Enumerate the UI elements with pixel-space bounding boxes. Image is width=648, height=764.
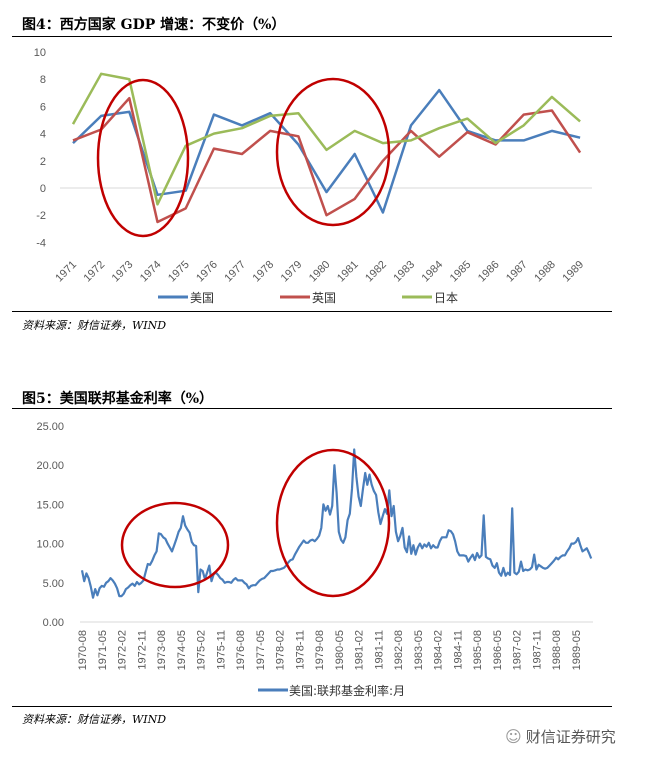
x-tick-label: 1982 (363, 259, 389, 285)
x-tick-label: 1971-05 (97, 630, 109, 670)
x-tick-label: 1981-02 (354, 630, 366, 670)
x-tick-label: 1986 (476, 259, 502, 285)
divider (12, 311, 612, 312)
legend-label: 英国 (312, 291, 336, 305)
figure4-source: 资料来源：财信证券，WIND (22, 319, 167, 332)
divider (12, 408, 612, 409)
x-tick-label: 1985-08 (472, 630, 484, 670)
x-tick-label: 1984 (420, 259, 446, 285)
y-tick-label: 5.00 (43, 578, 64, 590)
x-tick-label: 1985 (448, 259, 474, 285)
figure5-source: 资料来源：财信证券，WIND (22, 713, 167, 726)
x-tick-label: 1984-02 (433, 630, 445, 670)
x-tick-label: 1979 (279, 259, 305, 285)
highlight-circle (275, 77, 391, 227)
divider (12, 706, 612, 707)
y-tick-label: -2 (36, 210, 46, 222)
x-tick-label: 1975-02 (196, 630, 208, 670)
series-line-美国 (72, 88, 581, 214)
y-tick-label: 20.00 (36, 460, 64, 472)
x-tick-label: 1972 (81, 259, 107, 285)
x-tick-label: 1978-11 (294, 630, 306, 670)
highlight-circle (275, 448, 391, 598)
x-tick-label: 1988-08 (551, 630, 563, 670)
y-tick-label: 2 (40, 156, 46, 168)
x-tick-label: 1978-02 (275, 630, 287, 670)
x-tick-label: 1989 (560, 259, 586, 285)
x-tick-label: 1988 (532, 259, 558, 285)
series-line-日本 (71, 72, 581, 206)
x-tick-label: 1983-05 (413, 630, 425, 670)
x-tick-label: 1979-08 (314, 630, 326, 670)
x-tick-label: 1974-05 (176, 630, 188, 670)
wechat-icon: ☺ (505, 727, 522, 746)
series-line-英国 (72, 96, 582, 224)
x-tick-label: 1986-05 (492, 630, 504, 670)
y-tick-label: 0 (40, 183, 46, 195)
x-tick-label: 1980-05 (334, 630, 346, 670)
x-tick-label: 1980 (307, 259, 333, 285)
y-tick-label: 0.00 (43, 617, 64, 629)
x-tick-label: 1976 (194, 259, 220, 285)
x-tick-label: 1982-08 (393, 630, 405, 670)
y-tick-label: 6 (40, 101, 46, 113)
divider (12, 36, 612, 37)
x-tick-label: 1976-08 (235, 630, 247, 670)
legend-label: 美国:联邦基金利率:月 (289, 683, 405, 698)
figure4-title: 图4：西方国家 GDP 增速：不变价（%） (22, 17, 286, 33)
watermark: ☺ 财信证券研究 (505, 726, 616, 747)
y-tick-label: 4 (40, 129, 46, 141)
x-tick-label: 1977-05 (255, 630, 267, 670)
legend-label: 美国 (190, 291, 214, 305)
x-tick-label: 1984-11 (452, 630, 464, 670)
y-tick-label: 10 (34, 47, 46, 59)
x-tick-label: 1974 (138, 259, 164, 285)
x-tick-label: 1973-08 (156, 630, 168, 670)
x-tick-label: 1970-08 (77, 630, 89, 670)
x-tick-label: 1983 (391, 259, 417, 285)
x-tick-label: 1987-02 (512, 630, 524, 670)
figure5-title: 图5：美国联邦基金利率（%） (22, 391, 214, 407)
series-line-fed-funds (80, 448, 593, 599)
highlight-circle (120, 501, 230, 589)
x-tick-label: 1989-05 (571, 630, 583, 670)
watermark-text: 财信证券研究 (525, 728, 616, 746)
x-tick-label: 1977 (222, 259, 248, 285)
x-tick-label: 1975 (166, 259, 192, 285)
y-tick-label: -4 (36, 237, 46, 249)
x-tick-label: 1972-02 (117, 630, 129, 670)
y-tick-label: 25.00 (36, 421, 64, 433)
y-tick-label: 8 (40, 74, 46, 86)
x-tick-label: 1987 (504, 259, 530, 285)
x-tick-label: 1971 (53, 259, 79, 285)
x-tick-label: 1972-11 (136, 630, 148, 670)
x-tick-label: 1987-11 (531, 630, 543, 670)
legend-label: 日本 (434, 291, 458, 305)
x-tick-label: 1981 (335, 259, 361, 285)
highlight-circle (96, 78, 190, 238)
y-tick-label: 15.00 (36, 499, 64, 511)
x-tick-label: 1973 (110, 259, 136, 285)
x-tick-label: 1981-11 (373, 630, 385, 670)
x-tick-label: 1975-11 (215, 630, 227, 670)
x-tick-label: 1978 (251, 259, 277, 285)
y-tick-label: 10.00 (36, 539, 64, 551)
